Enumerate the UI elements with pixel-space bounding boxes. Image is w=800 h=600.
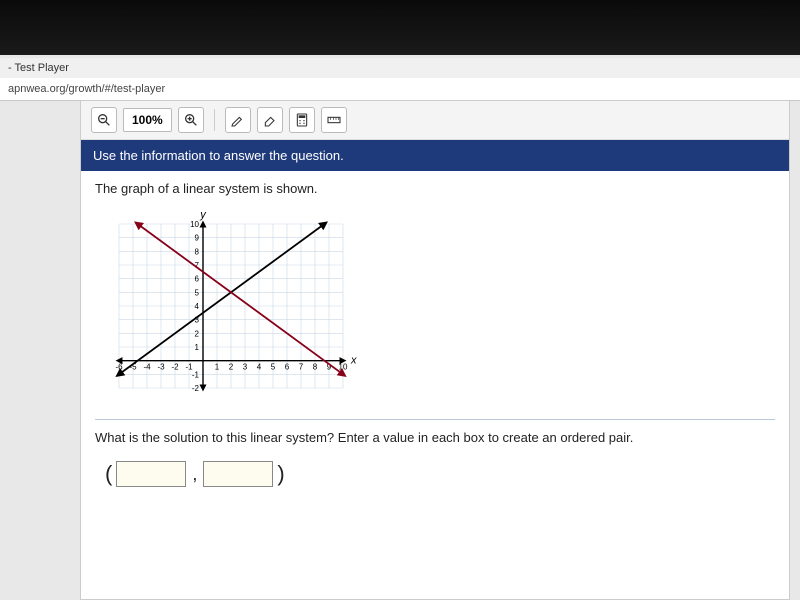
eraser-button[interactable]	[257, 107, 283, 133]
highlighter-icon	[230, 112, 246, 128]
zoom-out-icon	[96, 112, 112, 128]
highlighter-button[interactable]	[225, 107, 251, 133]
svg-text:7: 7	[299, 363, 304, 372]
divider-line	[95, 419, 775, 420]
svg-text:6: 6	[285, 363, 290, 372]
svg-text:2: 2	[195, 329, 200, 338]
svg-text:4: 4	[195, 302, 200, 311]
svg-text:-1: -1	[192, 370, 200, 379]
svg-text:5: 5	[271, 363, 276, 372]
linear-system-graph: -6-5-4-3-2-112345678910-2-112345678910xy	[101, 206, 775, 409]
open-paren: (	[105, 461, 112, 487]
ruler-icon	[326, 112, 342, 128]
zoom-in-icon	[183, 112, 199, 128]
zoom-out-button[interactable]	[91, 107, 117, 133]
graph-svg: -6-5-4-3-2-112345678910-2-112345678910xy	[101, 206, 361, 406]
calculator-icon	[294, 112, 310, 128]
eraser-icon	[262, 112, 278, 128]
svg-text:9: 9	[195, 234, 200, 243]
svg-text:-4: -4	[143, 363, 151, 372]
ordered-pair-input: ( , )	[95, 461, 775, 487]
svg-text:-3: -3	[157, 363, 165, 372]
zoom-level: 100%	[123, 108, 172, 132]
x-coordinate-input[interactable]	[116, 461, 186, 487]
instruction-banner: Use the information to answer the questi…	[81, 140, 789, 171]
y-coordinate-input[interactable]	[203, 461, 273, 487]
svg-text:1: 1	[195, 343, 200, 352]
svg-text:10: 10	[190, 220, 199, 229]
toolbar-divider	[214, 109, 215, 131]
svg-text:-2: -2	[171, 363, 179, 372]
close-paren: )	[277, 461, 284, 487]
test-player-panel: 100% Use the information to answer the q…	[80, 100, 790, 600]
svg-text:3: 3	[243, 363, 248, 372]
svg-text:x: x	[350, 355, 357, 367]
zoom-in-button[interactable]	[178, 107, 204, 133]
question-prompt: What is the solution to this linear syst…	[95, 430, 775, 445]
svg-text:-2: -2	[192, 384, 200, 393]
url-bar: apnwea.org/growth/#/test-player	[0, 78, 800, 101]
toolbar: 100%	[81, 101, 789, 140]
svg-text:1: 1	[215, 363, 220, 372]
svg-text:8: 8	[313, 363, 318, 372]
comma-separator: ,	[190, 464, 199, 485]
svg-text:4: 4	[257, 363, 262, 372]
svg-text:8: 8	[195, 247, 200, 256]
svg-text:-6: -6	[115, 363, 123, 372]
svg-text:5: 5	[195, 288, 200, 297]
ruler-button[interactable]	[321, 107, 347, 133]
browser-tab-title: - Test Player	[0, 58, 800, 79]
question-body: The graph of a linear system is shown. -…	[81, 171, 789, 497]
monitor-bezel	[0, 0, 800, 55]
graph-description: The graph of a linear system is shown.	[95, 181, 775, 196]
svg-text:6: 6	[195, 275, 200, 284]
svg-text:y: y	[199, 209, 207, 221]
svg-text:10: 10	[339, 363, 348, 372]
svg-text:2: 2	[229, 363, 234, 372]
calculator-button[interactable]	[289, 107, 315, 133]
